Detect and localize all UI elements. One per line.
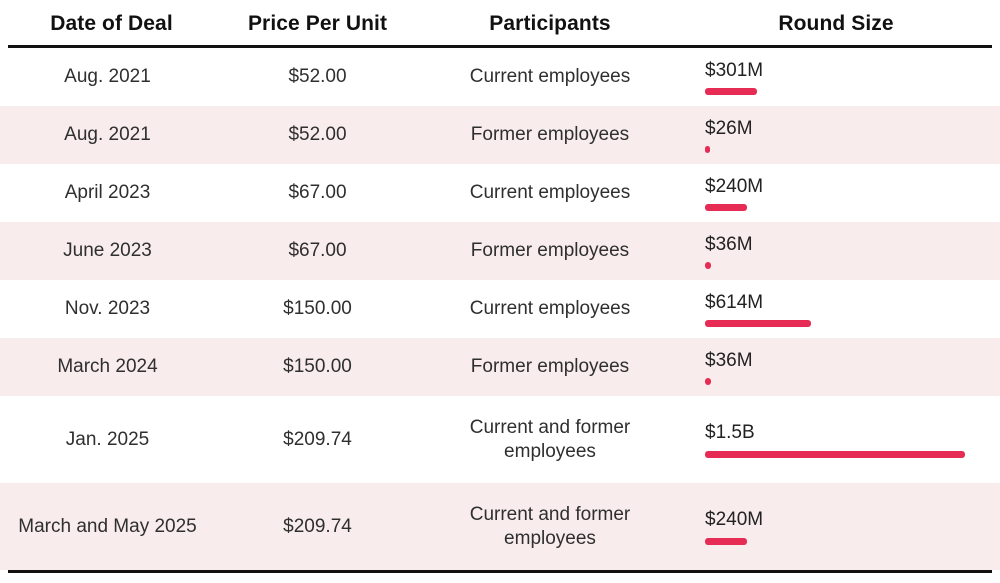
round-size-bar-track xyxy=(705,88,965,96)
price-cell: $52.00 xyxy=(288,124,347,146)
round-size-label: $36M xyxy=(705,349,753,371)
participants-text: Former employees xyxy=(470,124,630,146)
participants-cell: Current and former employees xyxy=(420,503,680,551)
deal-date-cell: Aug. 2021 xyxy=(64,66,151,88)
round-size-cell: $301M xyxy=(680,59,1000,96)
deal-date-cell: Jan. 2025 xyxy=(65,428,150,450)
participants-cell: Former employees xyxy=(420,123,680,147)
table-row: Jan. 2025 $209.74 Current and former emp… xyxy=(0,396,1000,483)
round-size-label: $26M xyxy=(705,117,753,139)
round-size-cell: $36M xyxy=(680,233,1000,270)
price-cell: $150.00 xyxy=(283,356,352,378)
table-row: June 2023 $67.00 Former employees $36M xyxy=(0,222,1000,280)
round-size-bar-track xyxy=(705,146,965,154)
round-size-cell: $26M xyxy=(680,117,1000,154)
column-header-date: Date of Deal xyxy=(50,11,173,35)
table-row: March and May 2025 $209.74 Current and f… xyxy=(0,483,1000,570)
table-row: March 2024 $150.00 Former employees $36M xyxy=(0,338,1000,396)
table-bottom-rule xyxy=(8,570,992,573)
round-size-bar xyxy=(705,88,758,96)
round-size-cell: $240M xyxy=(680,508,1000,545)
table-row: April 2023 $67.00 Current employees $240… xyxy=(0,164,1000,222)
participants-text: Former employees xyxy=(470,240,630,262)
round-size-label: $240M xyxy=(705,509,764,531)
deal-date-cell: March and May 2025 xyxy=(18,515,197,537)
column-header-participants: Participants xyxy=(489,11,611,35)
participants-text: Current and former employees xyxy=(469,503,631,549)
participants-cell: Current employees xyxy=(420,181,680,205)
participants-cell: Current and former employees xyxy=(420,416,680,464)
participants-cell: Former employees xyxy=(420,239,680,263)
table-row: Aug. 2021 $52.00 Former employees $26M xyxy=(0,106,1000,164)
round-size-label: $614M xyxy=(705,291,764,313)
round-size-bar-track xyxy=(705,450,965,458)
participants-text: Current and former employees xyxy=(469,416,631,462)
table-header-row: Date of Deal Price Per Unit Participants… xyxy=(8,2,992,48)
round-size-label: $240M xyxy=(705,175,764,197)
deal-date-cell: April 2023 xyxy=(64,182,151,204)
table-row: Aug. 2021 $52.00 Current employees $301M xyxy=(0,48,1000,106)
round-size-bar xyxy=(705,537,747,545)
round-size-bar-track xyxy=(705,320,965,328)
round-size-bar xyxy=(705,262,712,270)
column-header-round-size: Round Size xyxy=(778,11,894,35)
column-header-price: Price Per Unit xyxy=(247,11,388,35)
price-cell: $67.00 xyxy=(288,240,347,262)
price-cell: $209.74 xyxy=(283,428,352,450)
participants-cell: Current employees xyxy=(420,65,680,89)
participants-text: Current employees xyxy=(469,182,631,204)
round-size-bar xyxy=(705,450,965,458)
round-size-bar xyxy=(705,204,747,212)
deal-date-cell: Nov. 2023 xyxy=(64,298,151,320)
participants-text: Current employees xyxy=(469,66,631,88)
participants-cell: Former employees xyxy=(420,355,680,379)
participants-text: Current employees xyxy=(469,298,631,320)
round-size-bar xyxy=(705,320,812,328)
price-cell: $52.00 xyxy=(288,66,347,88)
round-size-label: $36M xyxy=(705,233,753,255)
participants-text: Former employees xyxy=(470,356,630,378)
participants-cell: Current employees xyxy=(420,297,680,321)
round-size-bar-track xyxy=(705,204,965,212)
round-size-cell: $614M xyxy=(680,291,1000,328)
round-size-bar-track xyxy=(705,262,965,270)
round-size-label: $1.5B xyxy=(705,422,755,444)
round-size-cell: $36M xyxy=(680,349,1000,386)
round-size-bar xyxy=(705,378,712,386)
round-size-bar xyxy=(705,146,710,154)
round-size-cell: $1.5B xyxy=(680,421,1000,458)
price-cell: $67.00 xyxy=(288,182,347,204)
round-size-bar-track xyxy=(705,378,965,386)
deal-date-cell: June 2023 xyxy=(63,240,152,262)
round-size-bar-track xyxy=(705,537,965,545)
price-cell: $209.74 xyxy=(283,515,352,537)
round-size-cell: $240M xyxy=(680,175,1000,212)
price-cell: $150.00 xyxy=(283,298,352,320)
deal-date-cell: Aug. 2021 xyxy=(64,124,151,146)
deal-date-cell: March 2024 xyxy=(57,356,158,378)
round-size-label: $301M xyxy=(705,59,764,81)
table-row: Nov. 2023 $150.00 Current employees $614… xyxy=(0,280,1000,338)
